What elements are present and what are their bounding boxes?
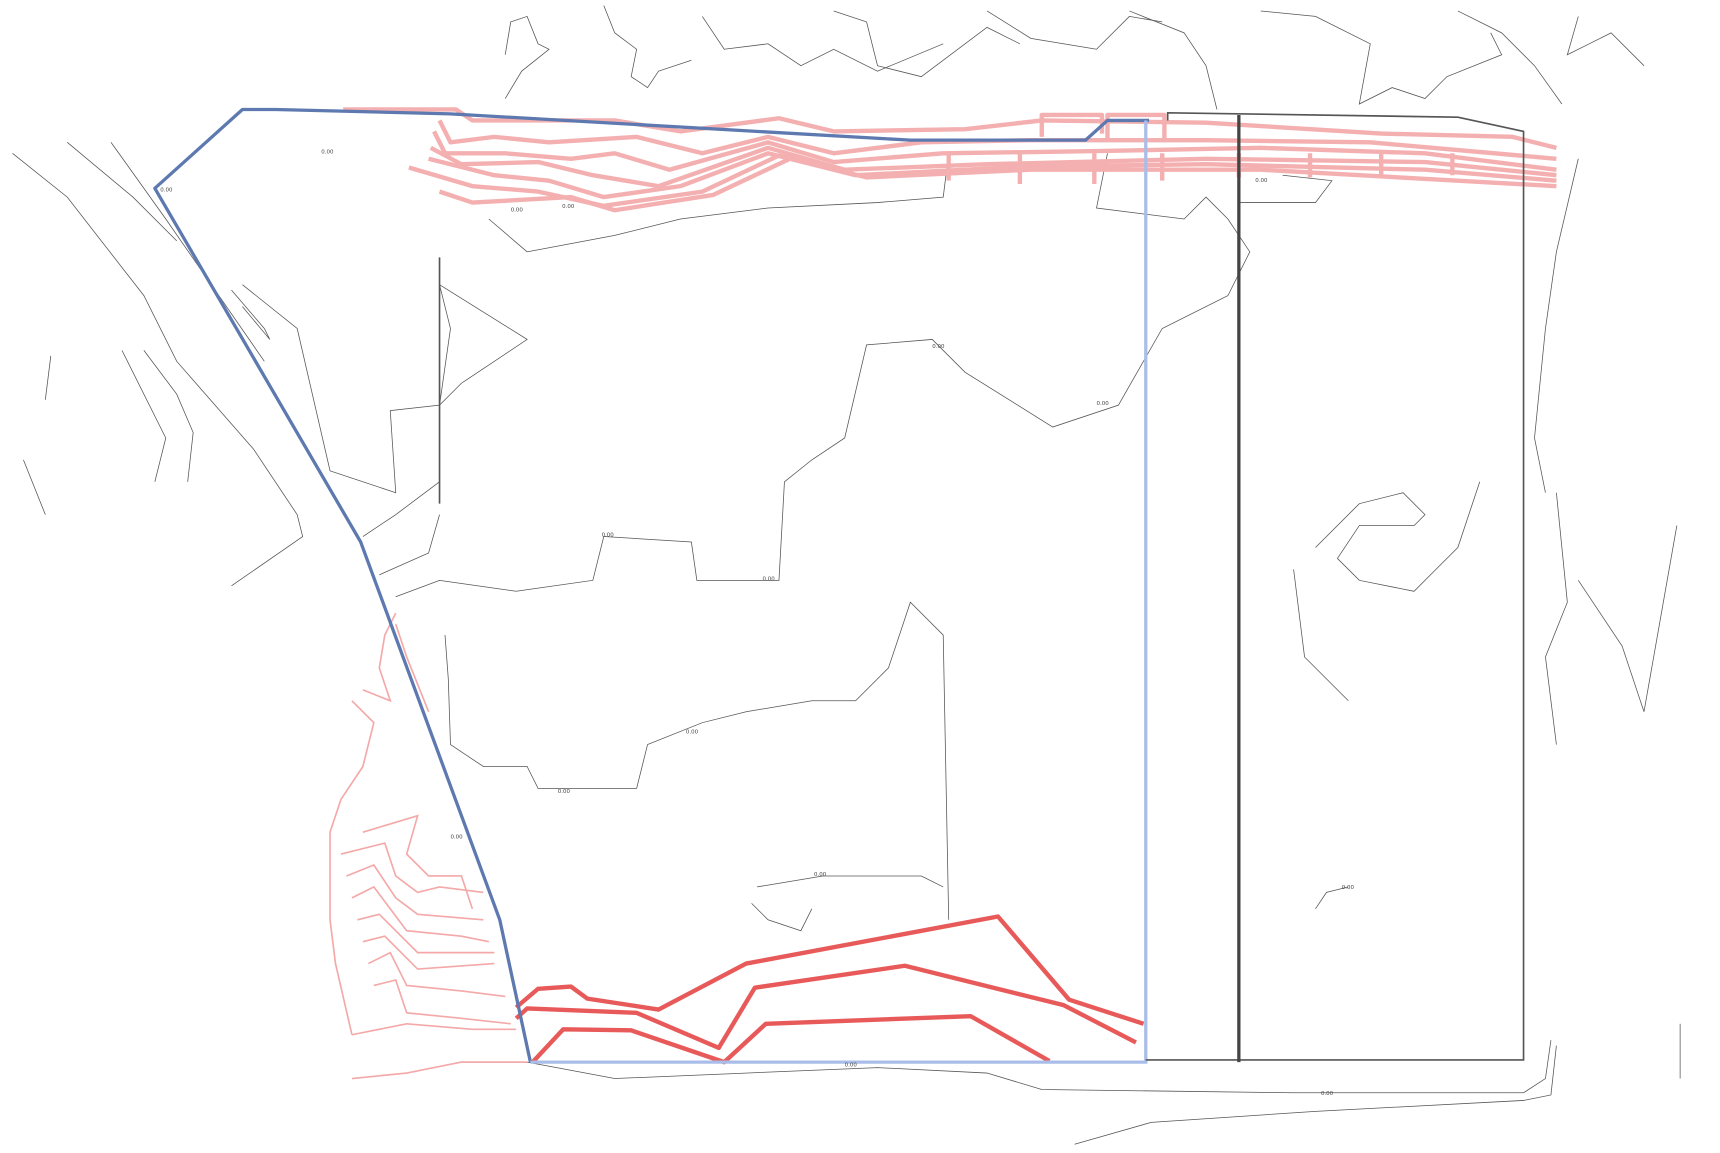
contour-label: 0.00 xyxy=(562,204,575,210)
contour-label: 0.00 xyxy=(450,835,463,841)
contour-label: 0.00 xyxy=(932,344,945,350)
contour-label: 0.00 xyxy=(686,730,699,736)
contour-label: 0.00 xyxy=(602,533,615,539)
contour-label: 0.00 xyxy=(160,188,173,194)
contour-label: 0.00 xyxy=(1255,178,1268,184)
contour-label: 0.00 xyxy=(511,207,524,213)
pink-contours xyxy=(343,107,1557,213)
contour-label: 0.00 xyxy=(321,149,334,155)
boundary xyxy=(153,107,1525,1064)
contours xyxy=(12,5,1681,1145)
contour-label: 0.00 xyxy=(558,789,571,795)
contour-label: 0.00 xyxy=(1342,885,1355,891)
contour-label: 0.00 xyxy=(1321,1091,1334,1097)
contour-label: 0.00 xyxy=(814,872,827,878)
contour-label: 0.00 xyxy=(763,576,776,582)
red-lines xyxy=(514,914,1145,1065)
contour-labels: 0.00 0.00 0.00 0.00 0.00 0.00 0.00 0.00 … xyxy=(160,149,1354,1097)
contour-label: 0.00 xyxy=(845,1062,858,1068)
contour-label: 0.00 xyxy=(1097,401,1110,407)
pink-left-contours xyxy=(329,612,528,1080)
